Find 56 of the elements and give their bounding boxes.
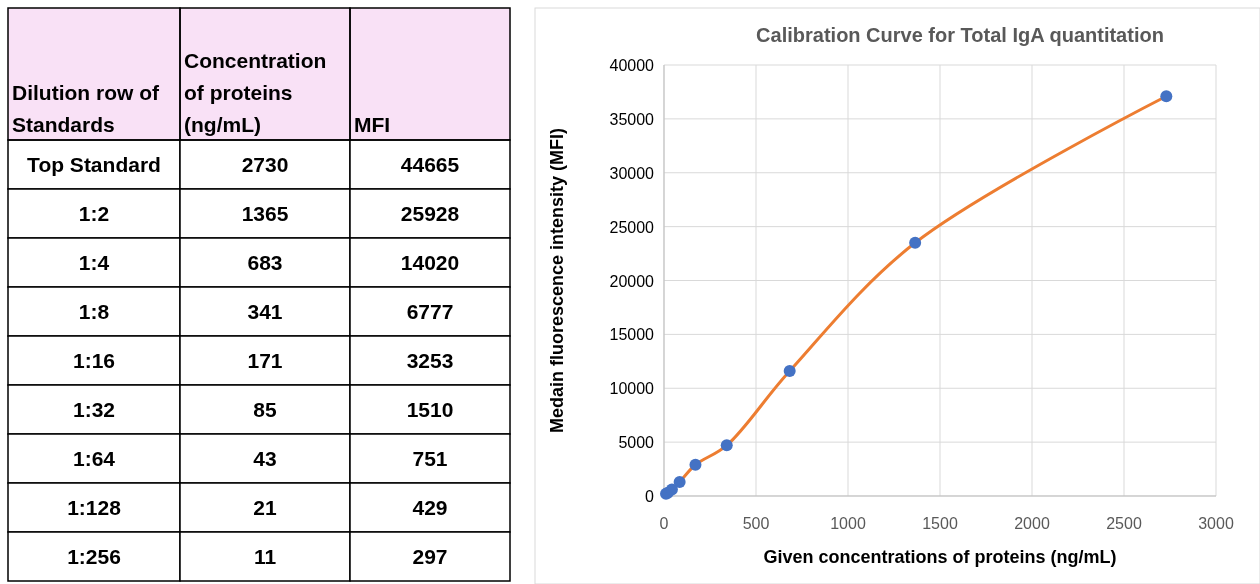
data-label: 1365 bbox=[241, 201, 289, 225]
y-tick-label: 1:2 bbox=[78, 201, 110, 225]
x-tick-label: 1000 bbox=[830, 515, 866, 532]
data-label: 297 bbox=[412, 544, 448, 568]
y-tick-label: 1:256 bbox=[67, 544, 121, 568]
data-label: 85 bbox=[253, 397, 277, 421]
y-tick-label: 25000 bbox=[609, 218, 655, 236]
data-label: 25928 bbox=[400, 201, 460, 225]
x-tick-label: Concentration of proteins (ng/mL) bbox=[184, 49, 327, 136]
x-axis-title: Given concentrations of proteins (ng/mL) bbox=[763, 547, 1117, 567]
y-tick-label: 1:64 bbox=[72, 446, 116, 470]
y-tick-label: 40000 bbox=[609, 57, 655, 74]
data-label: 341 bbox=[247, 299, 283, 323]
data-label: 171 bbox=[247, 348, 283, 372]
data-label: 11 bbox=[253, 544, 277, 568]
x-tick-label: 3000 bbox=[1198, 515, 1234, 532]
y-tick-label: 1:16 bbox=[72, 348, 116, 372]
data-label: 683 bbox=[247, 250, 283, 274]
point bbox=[689, 458, 702, 471]
chart-title: Calibration Curve for Total IgA quantitation bbox=[756, 24, 1164, 46]
y-tick-label: 1:4 bbox=[78, 250, 110, 274]
data-label: 43 bbox=[253, 446, 277, 470]
data-label: 751 bbox=[412, 446, 448, 470]
y-tick-label: 35000 bbox=[609, 110, 655, 128]
point bbox=[720, 439, 733, 452]
data-label: 21 bbox=[253, 495, 277, 519]
x-tick-label: 0 bbox=[659, 515, 669, 532]
y-axis-title: Dilution row of Standards bbox=[12, 81, 160, 136]
data-label: 6777 bbox=[406, 299, 454, 323]
data-label: 3253 bbox=[406, 348, 454, 372]
y-tick-label: 5000 bbox=[618, 434, 655, 452]
y-tick-label: 0 bbox=[645, 488, 655, 505]
y-axis-title: Medain fluorescence intensity (MFI) bbox=[547, 127, 567, 434]
point bbox=[1160, 90, 1173, 103]
point bbox=[665, 483, 678, 496]
point bbox=[673, 475, 686, 488]
y-tick-label: 15000 bbox=[609, 326, 655, 344]
data-label: 44665 bbox=[400, 152, 460, 176]
data-label: 429 bbox=[412, 495, 448, 519]
y-tick-label: 10000 bbox=[609, 380, 655, 398]
data-label: 14020 bbox=[400, 250, 460, 274]
point bbox=[909, 236, 922, 249]
data-label: 2730 bbox=[241, 152, 289, 176]
x-tick-label: 500 bbox=[742, 515, 770, 532]
x-tick-label: MFI bbox=[354, 113, 391, 136]
y-tick-label: 1:32 bbox=[72, 397, 116, 421]
x-tick-label: 2000 bbox=[1014, 515, 1050, 532]
x-tick-label: 2500 bbox=[1106, 515, 1142, 532]
y-tick-label: 30000 bbox=[609, 164, 655, 182]
y-tick-label: 1:128 bbox=[67, 495, 122, 519]
x-tick-label: 1500 bbox=[922, 515, 958, 532]
y-tick-label: 1:8 bbox=[78, 299, 110, 323]
y-tick-label: 20000 bbox=[609, 272, 655, 290]
y-tick-label: Top Standard bbox=[27, 152, 161, 176]
data-label: 1510 bbox=[406, 397, 454, 421]
point bbox=[783, 365, 796, 378]
